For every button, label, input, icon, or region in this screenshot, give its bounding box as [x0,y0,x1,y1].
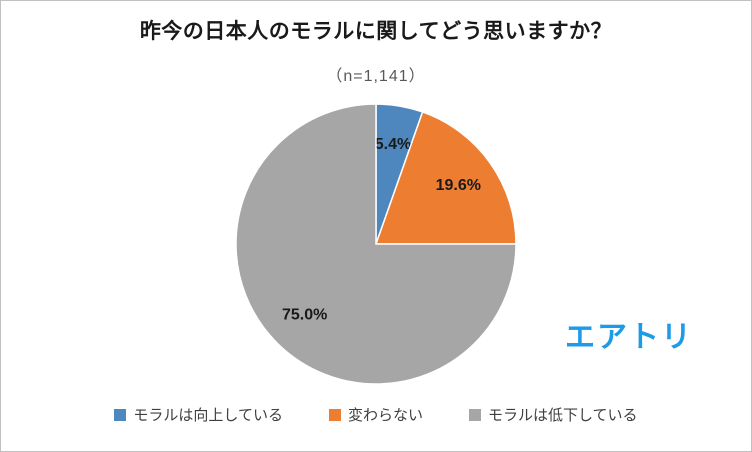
legend-swatch [328,408,341,421]
pie-slice-1 [374,111,517,245]
chart-area: 5.4% 19.6% 75.0% エアトリ [1,94,751,394]
pie-data-label: 75.0% [282,307,327,324]
legend-label: モラルは低下している [488,407,638,424]
legend-swatch [114,408,127,421]
legend: モラルは向上している 変わらない モラルは低下している [1,404,751,425]
brand-logo: エアトリ [565,321,693,354]
pie-data-label: 19.6% [436,177,481,194]
pie-slice-2 [235,103,517,385]
legend-label: 変わらない [347,407,423,424]
pie-chart: 5.4% 19.6% 75.0% [235,103,517,385]
legend-item-1: 変わらない [328,404,423,425]
pie-data-label: 5.4% [375,136,411,153]
legend-label: モラルは向上している [133,407,283,424]
legend-item-0: モラルは向上している [114,404,283,425]
legend-item-2: モラルは低下している [469,404,638,425]
legend-swatch [469,408,481,421]
chart-subtitle: （n=1,141） [326,68,426,85]
chart-title: 昨今の日本人のモラルに関してどう思いますか？ [139,20,613,43]
